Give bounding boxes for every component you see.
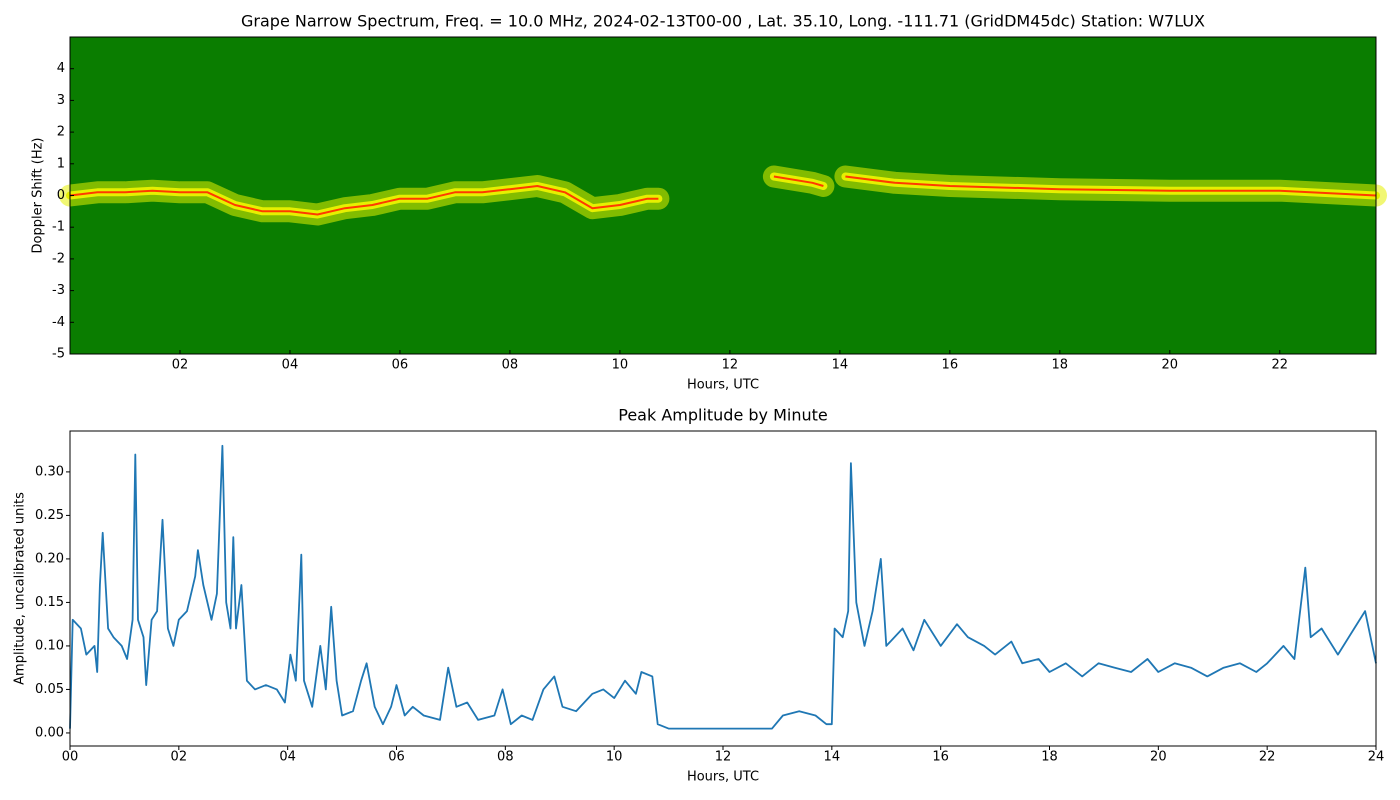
x-tick-label: 08	[502, 358, 519, 373]
chart-title: Grape Narrow Spectrum, Freq. = 10.0 MHz,…	[241, 12, 1205, 31]
y-tick-label: 0.05	[35, 682, 64, 697]
x-tick-label: 04	[282, 358, 299, 373]
x-axis-label: Hours, UTC	[687, 770, 759, 785]
x-tick-label: 02	[172, 358, 189, 373]
y-tick-label: 2	[57, 125, 65, 140]
x-tick-label: 16	[932, 750, 949, 765]
y-tick-label: -2	[52, 251, 65, 266]
y-axis-label: Amplitude, uncalibrated units	[13, 492, 28, 685]
y-tick-label: 1	[57, 156, 65, 171]
y-tick-label: -1	[52, 220, 65, 235]
x-tick-label: 10	[606, 750, 623, 765]
y-axis-label: Doppler Shift (Hz)	[31, 138, 46, 254]
x-tick-label: 14	[832, 358, 849, 373]
x-tick-label: 24	[1368, 750, 1385, 765]
x-tick-label: 20	[1162, 358, 1179, 373]
plot-frame	[69, 430, 1377, 747]
x-tick-label: 02	[171, 750, 188, 765]
x-tick-label: 04	[279, 750, 296, 765]
y-tick-label: -4	[52, 315, 65, 330]
x-tick-label: 18	[1052, 358, 1069, 373]
x-tick-label: 10	[612, 358, 629, 373]
doppler-peak	[69, 175, 1377, 216]
x-tick-label: 18	[1041, 750, 1058, 765]
y-tick-label: 3	[57, 93, 65, 108]
y-tick-label: -5	[52, 347, 65, 362]
x-tick-label: 08	[497, 750, 514, 765]
y-tick-label: 0.30	[35, 464, 64, 479]
x-axis-label: Hours, UTC	[687, 378, 759, 393]
x-tick-label: 16	[942, 358, 959, 373]
amplitude-line	[69, 444, 1377, 730]
y-tick-label: 0.25	[35, 508, 64, 523]
x-tick-label: 14	[824, 750, 841, 765]
y-tick-label: -3	[52, 283, 65, 298]
x-tick-label: 22	[1259, 750, 1276, 765]
x-tick-label: 00	[62, 750, 79, 765]
y-tick-label: 0	[57, 188, 65, 203]
chart-title: Peak Amplitude by Minute	[618, 406, 828, 425]
x-tick-label: 12	[715, 750, 732, 765]
y-tick-label: 0.20	[35, 551, 64, 566]
x-tick-label: 22	[1271, 358, 1288, 373]
x-tick-label: 20	[1150, 750, 1167, 765]
y-tick-label: 4	[57, 61, 65, 76]
y-tick-label: 0.00	[35, 725, 64, 740]
x-tick-label: 12	[722, 358, 739, 373]
y-tick-label: 0.10	[35, 638, 64, 653]
x-tick-label: 06	[392, 358, 409, 373]
y-tick-label: 0.15	[35, 595, 64, 610]
x-tick-label: 06	[388, 750, 405, 765]
